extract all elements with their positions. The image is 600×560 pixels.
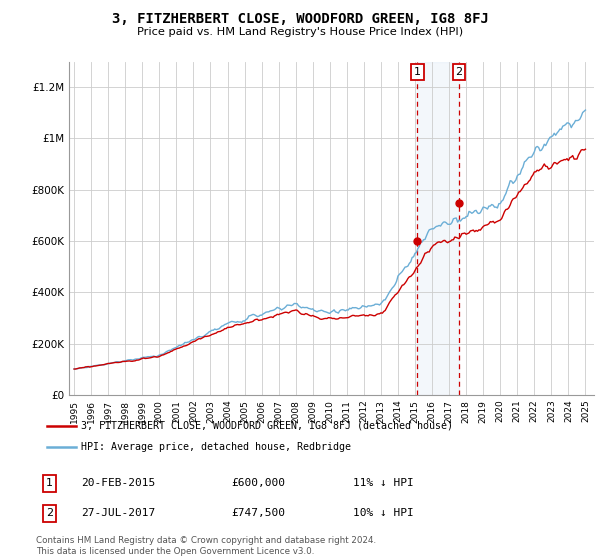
Text: HPI: Average price, detached house, Redbridge: HPI: Average price, detached house, Redb… (81, 442, 351, 452)
Text: Price paid vs. HM Land Registry's House Price Index (HPI): Price paid vs. HM Land Registry's House … (137, 27, 463, 37)
Text: 2: 2 (455, 67, 463, 77)
Text: 3, FITZHERBERT CLOSE, WOODFORD GREEN, IG8 8FJ: 3, FITZHERBERT CLOSE, WOODFORD GREEN, IG… (112, 12, 488, 26)
Text: 27-JUL-2017: 27-JUL-2017 (81, 508, 155, 519)
Text: Contains HM Land Registry data © Crown copyright and database right 2024.
This d: Contains HM Land Registry data © Crown c… (36, 536, 376, 556)
Text: 11% ↓ HPI: 11% ↓ HPI (353, 478, 413, 488)
Text: £747,500: £747,500 (232, 508, 286, 519)
Text: 1: 1 (414, 67, 421, 77)
Text: 2: 2 (46, 508, 53, 519)
Bar (417, 62, 459, 395)
Text: 10% ↓ HPI: 10% ↓ HPI (353, 508, 413, 519)
Text: 1: 1 (46, 478, 53, 488)
Text: 20-FEB-2015: 20-FEB-2015 (81, 478, 155, 488)
Text: 3, FITZHERBERT CLOSE, WOODFORD GREEN, IG8 8FJ (detached house): 3, FITZHERBERT CLOSE, WOODFORD GREEN, IG… (81, 421, 453, 431)
Text: £600,000: £600,000 (232, 478, 286, 488)
